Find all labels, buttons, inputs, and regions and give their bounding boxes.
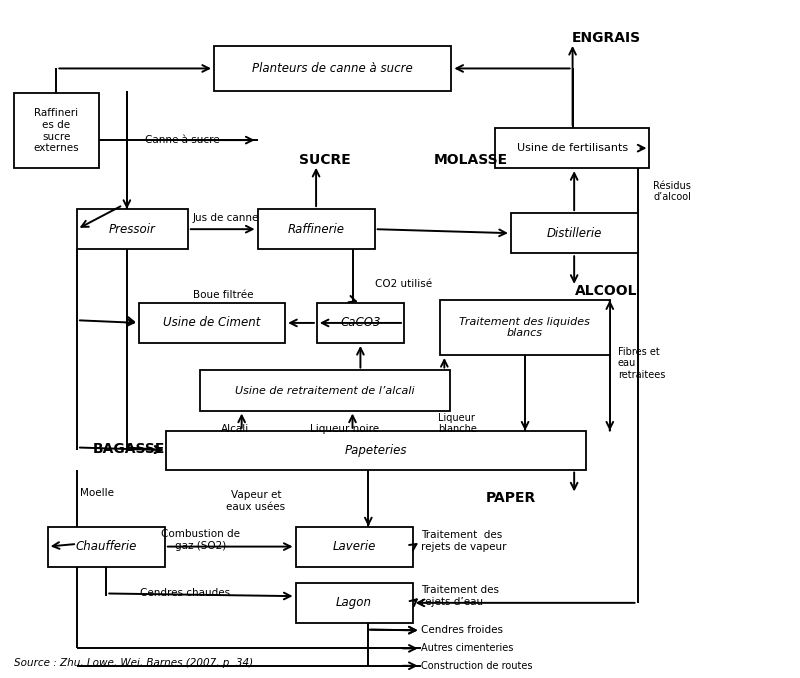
Text: PAPER: PAPER <box>486 492 536 505</box>
FancyBboxPatch shape <box>439 300 610 355</box>
Text: Distillerie: Distillerie <box>546 226 602 240</box>
Text: ALCOOL: ALCOOL <box>574 284 637 298</box>
Text: Construction de routes: Construction de routes <box>421 661 532 671</box>
Text: Boue filtrée: Boue filtrée <box>193 290 253 300</box>
Text: Cendres froides: Cendres froides <box>421 625 502 635</box>
Text: Laverie: Laverie <box>332 540 376 553</box>
FancyBboxPatch shape <box>77 209 188 250</box>
Text: Résidus
d’alcool: Résidus d’alcool <box>654 181 691 203</box>
Text: Alcali: Alcali <box>222 424 250 434</box>
FancyBboxPatch shape <box>317 303 404 343</box>
Text: Canne à sucre: Canne à sucre <box>145 135 220 145</box>
Text: Cendres chaudes: Cendres chaudes <box>140 589 230 599</box>
Text: Moelle: Moelle <box>80 488 114 498</box>
FancyBboxPatch shape <box>258 209 374 250</box>
Text: BAGASSE: BAGASSE <box>93 442 166 456</box>
Text: Lagon: Lagon <box>336 597 372 610</box>
FancyBboxPatch shape <box>295 583 413 623</box>
FancyBboxPatch shape <box>295 527 413 567</box>
Text: ENGRAIS: ENGRAIS <box>571 31 640 45</box>
FancyBboxPatch shape <box>495 128 650 168</box>
Text: Fibres et
eau
retraitees: Fibres et eau retraitees <box>618 346 665 380</box>
Text: Usine de retraitement de l’alcali: Usine de retraitement de l’alcali <box>235 386 415 395</box>
FancyBboxPatch shape <box>138 303 286 343</box>
Text: Raffineri
es de
sucre
externes: Raffineri es de sucre externes <box>34 108 79 153</box>
Text: Traitement des
rejets d’eau: Traitement des rejets d’eau <box>421 585 498 607</box>
Text: CO2 utilisé: CO2 utilisé <box>374 279 432 289</box>
Text: Traitement des liquides
blancs: Traitement des liquides blancs <box>459 317 590 338</box>
Text: CaCO3: CaCO3 <box>340 317 381 330</box>
Text: Autres cimenteries: Autres cimenteries <box>421 643 513 654</box>
Text: Vapeur et
eaux usées: Vapeur et eaux usées <box>226 490 286 512</box>
FancyBboxPatch shape <box>166 431 586 470</box>
FancyBboxPatch shape <box>511 213 638 254</box>
FancyBboxPatch shape <box>48 527 165 567</box>
Text: SUCRE: SUCRE <box>299 153 350 167</box>
Text: Planteurs de canne à sucre: Planteurs de canne à sucre <box>252 62 413 75</box>
Text: Traitement  des
rejets de vapeur: Traitement des rejets de vapeur <box>421 530 506 552</box>
Text: MOLASSE: MOLASSE <box>434 153 508 167</box>
Text: Combustion de
gaz (SO2): Combustion de gaz (SO2) <box>161 529 240 551</box>
Text: Usine de fertilisants: Usine de fertilisants <box>517 143 628 153</box>
Text: Source : Zhu, Lowe, Wei, Barnes (2007, p. 34): Source : Zhu, Lowe, Wei, Barnes (2007, p… <box>14 658 253 669</box>
FancyBboxPatch shape <box>214 45 451 92</box>
Text: Papeteries: Papeteries <box>345 443 407 457</box>
Text: Liqueur noire: Liqueur noire <box>310 424 379 434</box>
FancyBboxPatch shape <box>14 94 99 168</box>
Text: Jus de canne: Jus de canne <box>193 214 259 224</box>
Text: Chaufferie: Chaufferie <box>76 540 137 553</box>
FancyBboxPatch shape <box>201 370 450 411</box>
Text: Raffinerie: Raffinerie <box>287 222 345 236</box>
Text: Liqueur
blanche: Liqueur blanche <box>438 413 477 434</box>
Text: Usine de Ciment: Usine de Ciment <box>163 317 261 330</box>
Text: Pressoir: Pressoir <box>109 222 156 236</box>
